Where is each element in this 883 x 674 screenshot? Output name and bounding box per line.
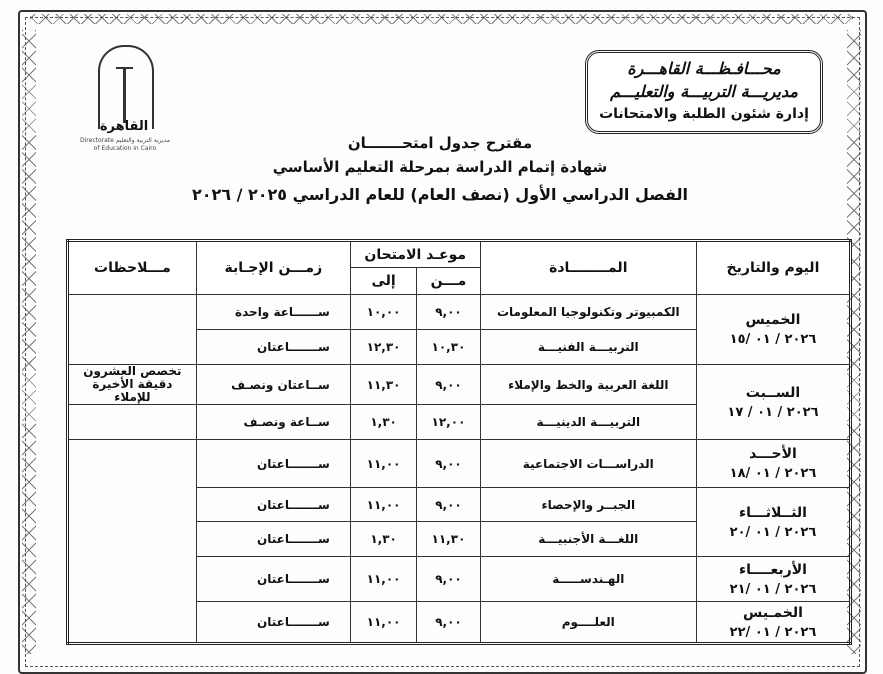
- duration: ســـــــاعتان: [195, 329, 351, 365]
- day-name: الخميس: [745, 312, 801, 328]
- day-date: ٢٠٢٦ / ٠١ /١٨: [729, 466, 817, 481]
- table-row: الثــلاثـــاء ٢٠٢٦ / ٠١ /٢٠ الجبــر والإح…: [68, 487, 852, 557]
- logo-subtext: مديرية التربية والتعليم Directorate of E…: [80, 137, 170, 152]
- from-time: ١١,٣٠: [416, 521, 481, 557]
- day-name: الخمـيس: [743, 604, 803, 621]
- day-cell: الأحـــد ٢٠٢٦ / ٠١ /١٨: [695, 439, 852, 488]
- duration: ســـــــاعتان: [195, 521, 351, 557]
- title-line-1: مقترح جدول امتحـــــــان: [347, 134, 533, 152]
- header-duration: زمـــن الإجـابة: [195, 240, 351, 295]
- day-cell: الخميس ٢٠٢٦ / ٠١ /١٥: [695, 294, 852, 365]
- from-time: ٩,٠٠: [416, 439, 481, 488]
- header-row: اليوم والتاريخ المــــــــادة موعـد الام…: [67, 240, 852, 295]
- duration: ســـــــاعتان: [195, 439, 351, 488]
- day-cell: الســبت ٢٠٢٦ / ٠١ / ١٧: [695, 364, 852, 440]
- day-name: الســبت: [745, 384, 801, 401]
- subject: الكمبيوتر وتكنولوجيا المعلومات: [479, 294, 697, 330]
- table-row: الخميس ٢٠٢٦ / ٠١ /١٥ الكمبيوتر وتكنولوجيا…: [67, 294, 852, 365]
- notes-cell: [67, 294, 197, 365]
- subject: العلــــوم: [479, 601, 697, 644]
- subheader-row: مـــن إلى: [68, 267, 851, 295]
- duration: ســاعة ونصـف: [195, 404, 351, 440]
- subject: التربيـــة الدينيـــة: [479, 404, 697, 440]
- decorative-border-left: [22, 30, 36, 654]
- subject: اللغـــة الأجنبيـــة: [479, 521, 697, 557]
- day-name: الأربعــــاء: [738, 561, 807, 578]
- table-row: اللغـــة الأجنبيـــة ١١,٣٠ ١,٣٠ ســـــــ…: [68, 521, 851, 557]
- table-row: الأربعــــاء ٢٠٢٦ / ٠١ /٢١ الهـندســـــة …: [68, 556, 852, 602]
- notes-cell: [67, 404, 197, 440]
- exam-schedule-table: اليوم والتاريخ المــــــــادة موعـد الام…: [66, 239, 852, 645]
- to-time: ١١,٠٠: [349, 601, 418, 644]
- document-titles: مقترح جدول امتحـــــــان شهادة إتمام الد…: [180, 132, 700, 210]
- decorative-border-top: [30, 14, 853, 24]
- from-time: ٩,٠٠: [416, 364, 481, 405]
- subject: اللغة العربية والخط والإملاء: [479, 364, 697, 405]
- to-time: ١,٣٠: [349, 404, 418, 440]
- header-subject: المــــــــادة: [479, 240, 697, 295]
- header-notes: مـــلاحظات: [67, 240, 197, 295]
- department-box: محـــافـظـــة القاهـــرة مديريـــة الترب…: [585, 50, 823, 134]
- governorate: محـــافـظـــة القاهـــرة: [627, 59, 781, 78]
- department: إدارة شئون الطلبة والامتحانات: [599, 106, 809, 122]
- from-time: ٩,٠٠: [416, 487, 481, 522]
- cairo-logo: القاهرة مديرية التربية والتعليم Director…: [80, 45, 170, 155]
- table-row: التربيـــة الدينيـــة ١٢,٠٠ ١,٣٠ ســاعة …: [67, 404, 851, 440]
- to-time: ١١,٣٠: [349, 364, 418, 405]
- day-cell: الثــلاثـــاء ٢٠٢٦ / ٠١ /٢٠: [695, 487, 852, 557]
- subject: الدراســـات الاجتماعية: [479, 439, 697, 488]
- table-row: الأحـــد ٢٠٢٦ / ٠١ /١٨ الدراســـات الاجتم…: [67, 439, 852, 644]
- header-exam-time: موعـد الامتحان: [349, 240, 481, 268]
- notes-cell: [67, 439, 197, 644]
- to-time: ١٢,٣٠: [349, 329, 418, 365]
- directorate: مديريـــة التربيـــة والتعليـــم: [610, 82, 798, 101]
- duration: ســــــاعة واحدة: [195, 294, 351, 330]
- day-date: ٢٠٢٦ / ٠١ /٢١: [729, 581, 817, 597]
- subject: الجبــر والإحصاء: [479, 487, 697, 522]
- day-name: الأحـــد: [749, 446, 797, 462]
- duration: ســـــــاعتان: [195, 556, 351, 602]
- to-time: ١١,٠٠: [349, 439, 418, 488]
- day-date: ٢٠٢٦ / ٠١ /١٥: [729, 332, 817, 347]
- day-name: الثــلاثـــاء: [738, 504, 807, 521]
- table-row: التربيـــة الفنيـــة ١٠,٣٠ ١٢,٣٠ ســــــ…: [68, 329, 851, 365]
- title-line-3: الفصل الدراسي الأول (نصف العام) للعام ال…: [191, 185, 689, 204]
- header-from: مـــن: [416, 267, 481, 295]
- day-cell: الخمـيس ٢٠٢٦ / ٠١ /٢٢: [695, 601, 852, 644]
- header-day-date: اليوم والتاريخ: [695, 240, 852, 295]
- to-time: ١,٣٠: [349, 521, 418, 557]
- title-line-2: شهادة إتمام الدراسة بمرحلة التعليم الأسا…: [272, 158, 608, 176]
- from-time: ١٢,٠٠: [416, 404, 481, 440]
- table-row: الســبت ٢٠٢٦ / ٠١ / ١٧ اللغة العربية والخ…: [67, 364, 852, 440]
- day-date: ٢٠٢٦ / ٠١ /٢٢: [729, 624, 817, 640]
- to-time: ١١,٠٠: [349, 556, 418, 602]
- day-date: ٢٠٢٦ / ٠١ /٢٠: [729, 524, 817, 540]
- duration: ســـــــاعتان: [195, 601, 351, 644]
- subject: التربيـــة الفنيـــة: [479, 329, 697, 365]
- subject: الهـندســـــة: [479, 556, 697, 602]
- table-row: الخمـيس ٢٠٢٦ / ٠١ /٢٢ العلــــوم ٩,٠٠ ١١,…: [68, 601, 852, 644]
- from-time: ٩,٠٠: [416, 556, 481, 602]
- logo-text: القاهرة: [99, 119, 149, 134]
- to-time: ١٠,٠٠: [349, 294, 418, 330]
- duration: ســاعتان ونصـف: [195, 364, 351, 405]
- arch-icon: [98, 45, 154, 129]
- from-time: ٩,٠٠: [416, 601, 481, 644]
- day-date: ٢٠٢٦ / ٠١ / ١٧: [727, 404, 819, 420]
- from-time: ١٠,٣٠: [416, 329, 481, 365]
- header-to: إلى: [349, 267, 418, 295]
- from-time: ٩,٠٠: [416, 294, 481, 330]
- to-time: ١١,٠٠: [349, 487, 418, 522]
- duration: ســـــــاعتان: [195, 487, 351, 522]
- day-cell: الأربعــــاء ٢٠٢٦ / ٠١ /٢١: [695, 556, 852, 602]
- notes-cell: تخصص العشرون دقيقة الأخيرة للإملاء: [67, 364, 197, 405]
